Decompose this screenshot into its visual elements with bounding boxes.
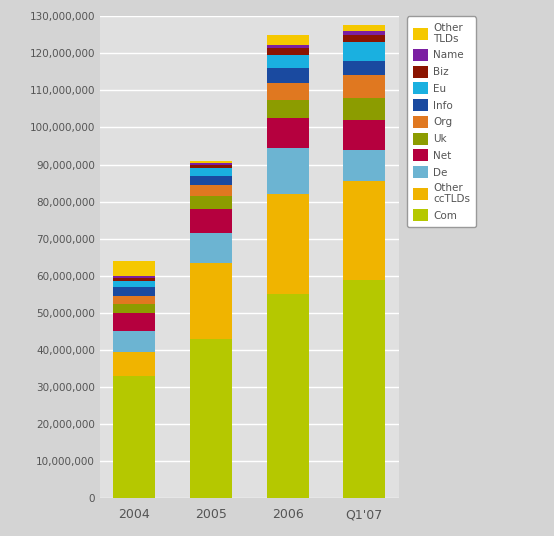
Bar: [190, 339, 232, 498]
Bar: [266, 44, 309, 48]
Bar: [266, 118, 309, 148]
Bar: [343, 150, 385, 181]
Legend: Other
TLDs, Name, Biz, Eu, Info, Org, Uk, Net, De, Other
ccTLDs, Com: Other TLDs, Name, Biz, Eu, Info, Org, Uk…: [407, 17, 476, 227]
Bar: [114, 352, 156, 376]
Bar: [190, 209, 232, 233]
Bar: [343, 25, 385, 31]
Bar: [343, 181, 385, 280]
Bar: [190, 196, 232, 209]
Bar: [114, 278, 156, 281]
Bar: [114, 281, 156, 287]
Bar: [190, 168, 232, 176]
Bar: [190, 263, 232, 339]
Bar: [266, 48, 309, 55]
Bar: [114, 331, 156, 352]
Bar: [190, 161, 232, 162]
Bar: [114, 276, 156, 278]
Bar: [114, 261, 156, 276]
Bar: [266, 148, 309, 194]
Bar: [114, 304, 156, 313]
Bar: [343, 280, 385, 498]
Bar: [343, 61, 385, 76]
Bar: [343, 98, 385, 120]
Bar: [343, 31, 385, 35]
Bar: [114, 296, 156, 304]
Bar: [343, 76, 385, 98]
Bar: [190, 165, 232, 168]
Bar: [114, 287, 156, 296]
Bar: [190, 162, 232, 165]
Bar: [266, 68, 309, 83]
Bar: [343, 42, 385, 61]
Bar: [190, 233, 232, 263]
Bar: [343, 120, 385, 150]
Bar: [266, 55, 309, 68]
Bar: [343, 35, 385, 42]
Bar: [114, 376, 156, 498]
Bar: [266, 35, 309, 44]
Bar: [266, 294, 309, 498]
Bar: [190, 176, 232, 185]
Bar: [266, 194, 309, 294]
Bar: [114, 313, 156, 331]
Bar: [190, 185, 232, 196]
Bar: [266, 83, 309, 100]
Bar: [266, 100, 309, 118]
